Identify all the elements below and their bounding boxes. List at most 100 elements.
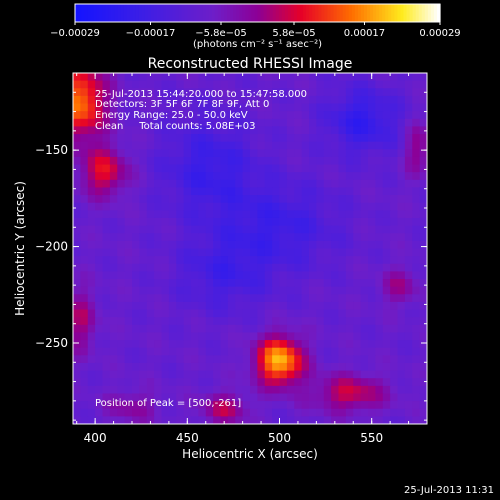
heatmap-cell — [139, 263, 148, 272]
heatmap-cell — [168, 187, 177, 196]
heatmap-cell — [154, 210, 162, 219]
heatmap-cell — [397, 370, 406, 379]
heatmap-cell — [132, 156, 140, 166]
heatmap-cell — [272, 103, 280, 112]
heatmap-cell — [294, 118, 303, 127]
heatmap-cell — [404, 80, 413, 89]
heatmap-cell — [323, 95, 332, 105]
heatmap-cell — [168, 217, 177, 227]
heatmap-cell — [87, 217, 96, 227]
heatmap-cell — [250, 233, 258, 242]
heatmap-cell — [345, 179, 354, 188]
heatmap-cell — [213, 225, 221, 234]
heatmap-cell — [375, 195, 384, 204]
heatmap-cell — [412, 172, 421, 181]
heatmap-cell — [95, 309, 103, 318]
heatmap-cell — [139, 416, 148, 425]
heatmap-cell — [95, 256, 103, 265]
heatmap-cell — [132, 202, 140, 211]
heatmap-cell — [80, 362, 89, 372]
heatmap-cell — [404, 156, 413, 166]
heatmap-cell — [220, 141, 229, 150]
heatmap-cell — [183, 286, 192, 295]
heatmap-cell — [331, 210, 339, 219]
heatmap-cell — [294, 256, 303, 265]
heatmap-cell — [117, 393, 126, 402]
heatmap-cell — [360, 217, 369, 227]
colorbar-segment — [300, 4, 304, 22]
heatmap-cell — [117, 95, 126, 105]
heatmap-cell — [73, 225, 81, 234]
heatmap-cell — [360, 324, 369, 333]
heatmap-cell — [338, 172, 347, 181]
heatmap-cell — [338, 118, 347, 127]
heatmap-cell — [132, 294, 140, 303]
heatmap-cell — [205, 370, 214, 379]
heatmap-cell — [404, 141, 413, 150]
heatmap-cell — [227, 401, 236, 410]
heatmap-cell — [375, 393, 384, 402]
heatmap-cell — [294, 294, 303, 303]
heatmap-cell — [250, 149, 258, 158]
heatmap-cell — [227, 393, 236, 402]
heatmap-cell — [309, 240, 317, 249]
colorbar-segment — [138, 4, 143, 22]
heatmap-cell — [235, 370, 244, 379]
heatmap-cell — [242, 195, 251, 204]
heatmap-cell — [235, 210, 244, 219]
heatmap-cell — [146, 378, 155, 387]
heatmap-cell — [294, 340, 303, 349]
heatmap-cell — [250, 324, 258, 333]
heatmap-cell — [242, 286, 251, 295]
heatmap-cell — [360, 309, 369, 318]
heatmap-cell — [213, 134, 221, 143]
heatmap-cell — [109, 378, 118, 387]
heatmap-cell — [316, 210, 325, 219]
heatmap-cell — [191, 73, 199, 82]
colorbar-segment — [163, 4, 167, 22]
heatmap-cell — [235, 248, 244, 257]
heatmap-cell — [235, 126, 244, 135]
heatmap-cell — [360, 271, 369, 280]
heatmap-cell — [161, 324, 170, 333]
heatmap-cell — [353, 362, 362, 372]
heatmap-cell — [154, 401, 162, 410]
colorbar-segment — [281, 4, 286, 22]
heatmap-cell — [213, 393, 221, 402]
heatmap-cell — [382, 210, 391, 219]
heatmap-cell — [301, 256, 310, 265]
heatmap-cell — [161, 332, 170, 341]
heatmap-cell — [176, 324, 185, 333]
heatmap-cell — [375, 88, 384, 97]
heatmap-cell — [161, 317, 170, 326]
heatmap-cell — [264, 134, 273, 143]
heatmap-cell — [80, 309, 89, 318]
heatmap-cell — [220, 355, 229, 364]
heatmap-cell — [102, 309, 111, 318]
heatmap-cell — [419, 362, 428, 372]
heatmap-cell — [205, 164, 214, 173]
heatmap-cell — [124, 263, 133, 272]
heatmap-cell — [73, 286, 81, 295]
heatmap-cell — [227, 378, 236, 387]
heatmap-cell — [117, 240, 126, 249]
heatmap-cell — [338, 401, 347, 410]
heatmap-cell — [323, 134, 332, 143]
heatmap-cell — [360, 172, 369, 181]
heatmap-cell — [95, 301, 103, 311]
heatmap-cell — [176, 210, 185, 219]
heatmap-cell — [80, 393, 89, 402]
heatmap-cell — [242, 126, 251, 135]
heatmap-cell — [294, 225, 303, 234]
colorbar-tick-label: −0.00029 — [50, 28, 100, 39]
heatmap-cell — [161, 240, 170, 249]
heatmap-cell — [294, 301, 303, 311]
heatmap-cell — [213, 187, 221, 196]
heatmap-cell — [191, 324, 199, 333]
heatmap-cell — [227, 103, 236, 112]
heatmap-cell — [198, 240, 207, 249]
colorbar-tick-label: 0.00029 — [419, 28, 460, 39]
heatmap-cell — [404, 401, 413, 410]
heatmap-cell — [301, 347, 310, 356]
heatmap-cell — [294, 179, 303, 188]
